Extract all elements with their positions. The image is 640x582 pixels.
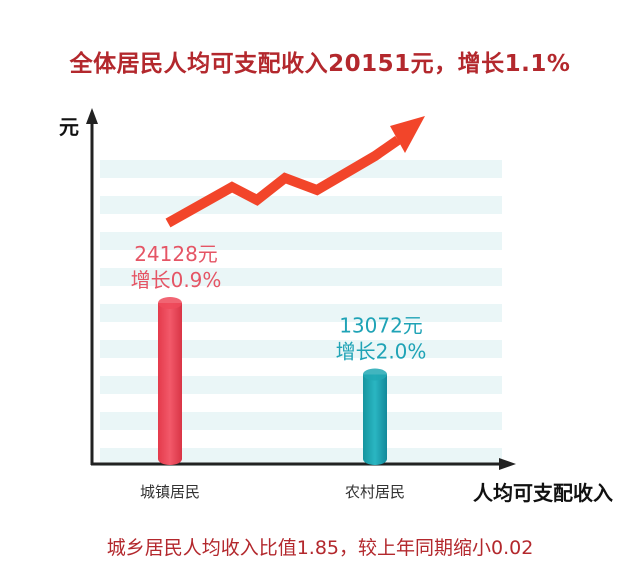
background-stripe — [100, 448, 502, 466]
y-axis-label: 元 — [59, 115, 79, 139]
bar-base — [158, 453, 182, 465]
background-stripe — [100, 232, 502, 250]
value-label: 24128元 — [134, 242, 218, 266]
bars — [158, 297, 387, 465]
bar-base — [363, 453, 387, 465]
background-stripe — [100, 304, 502, 322]
category-label: 城镇居民 — [140, 483, 200, 501]
background-stripe — [100, 196, 502, 214]
trend-line — [165, 135, 401, 228]
value-label: 13072元 — [339, 313, 423, 337]
chart-title: 全体居民人均可支配收入20151元，增长1.1% — [69, 51, 571, 77]
bar-cap — [363, 368, 387, 381]
background-stripe — [100, 268, 502, 286]
trend-arrowhead — [390, 116, 425, 153]
trend-arrow — [165, 116, 425, 228]
category-label: 农村居民 — [345, 483, 405, 501]
growth-label: 增长0.9% — [131, 268, 222, 292]
footnote: 城乡居民人均收入比值1.85，较上年同期缩小0.02 — [106, 537, 534, 559]
background-stripe — [100, 340, 502, 358]
x-axis-arrow — [499, 458, 516, 470]
y-axis-arrow — [86, 108, 98, 124]
bar — [158, 303, 182, 459]
background-stripe — [100, 160, 502, 178]
bar — [363, 374, 387, 459]
bar-cap — [158, 297, 182, 309]
background-stripe — [100, 376, 502, 394]
growth-label: 增长2.0% — [336, 339, 427, 363]
x-axis-label: 人均可支配收入 — [473, 481, 613, 505]
background-stripe — [100, 412, 502, 430]
